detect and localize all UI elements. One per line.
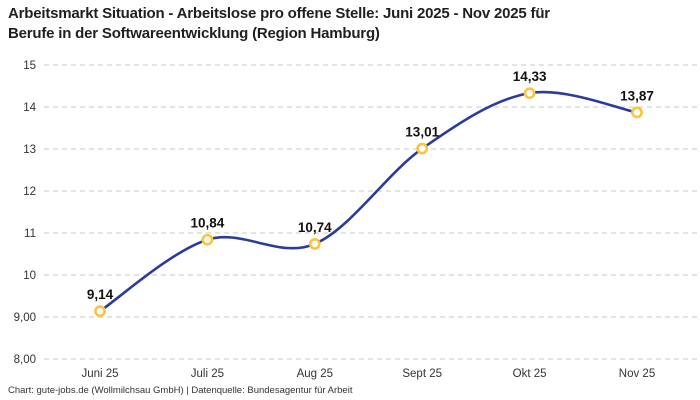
data-point-markers <box>94 87 643 318</box>
x-tick-label: Aug 25 <box>297 368 333 380</box>
y-tick-label: 15 <box>23 60 36 72</box>
y-tick-label: 12 <box>23 186 36 198</box>
x-tick-label: Okt 25 <box>513 368 547 380</box>
y-tick-label: 10 <box>23 270 36 282</box>
data-point-value-label: 9,14 <box>87 287 114 302</box>
data-series-line <box>98 90 639 313</box>
gridlines <box>44 64 697 360</box>
data-point-value-label: 13,01 <box>405 125 439 140</box>
y-tick-label: 8,00 <box>14 354 36 366</box>
data-point-value-label: 10,84 <box>191 216 225 231</box>
chart-title-line2: Berufe in der Softwareentwicklung (Regio… <box>8 25 380 42</box>
x-axis-tick-labels: Juni 25 Juli 25 Aug 25 Sept 25 Okt 25 Nov 25 <box>81 368 655 380</box>
data-point-value-labels: 9,14 10,84 10,74 13,01 14,33 13,87 <box>87 69 654 302</box>
x-tick-label: Sept 25 <box>402 368 442 380</box>
data-point-value-label: 13,87 <box>620 88 654 103</box>
data-point-marker <box>308 238 321 250</box>
data-point-value-label: 14,33 <box>513 69 547 84</box>
chart-title-line1: Arbeitsmarkt Situation - Arbeitslose pro… <box>8 5 550 22</box>
x-tick-label: Juni 25 <box>81 368 118 380</box>
data-point-marker <box>523 87 536 100</box>
x-tick-label: Juli 25 <box>191 368 224 380</box>
y-tick-label: 13 <box>23 144 36 156</box>
y-tick-label: 11 <box>24 228 36 240</box>
x-tick-label: Nov 25 <box>619 368 655 380</box>
series-line-path <box>98 90 639 313</box>
y-tick-label: 14 <box>23 102 36 114</box>
y-axis-tick-labels: 15 14 13 12 11 10 9,00 8,00 <box>14 60 37 366</box>
chart-title: Arbeitsmarkt Situation - Arbeitslose pro… <box>8 4 688 44</box>
data-point-marker <box>416 142 429 155</box>
data-point-value-label: 10,74 <box>298 220 332 235</box>
chart-source-credit: Chart: gute-jobs.de (Wollmilchsau GmbH) … <box>8 385 353 396</box>
data-point-marker <box>94 305 106 318</box>
y-tick-label: 9,00 <box>14 312 36 324</box>
data-point-marker <box>201 233 214 246</box>
data-point-marker <box>631 106 643 119</box>
